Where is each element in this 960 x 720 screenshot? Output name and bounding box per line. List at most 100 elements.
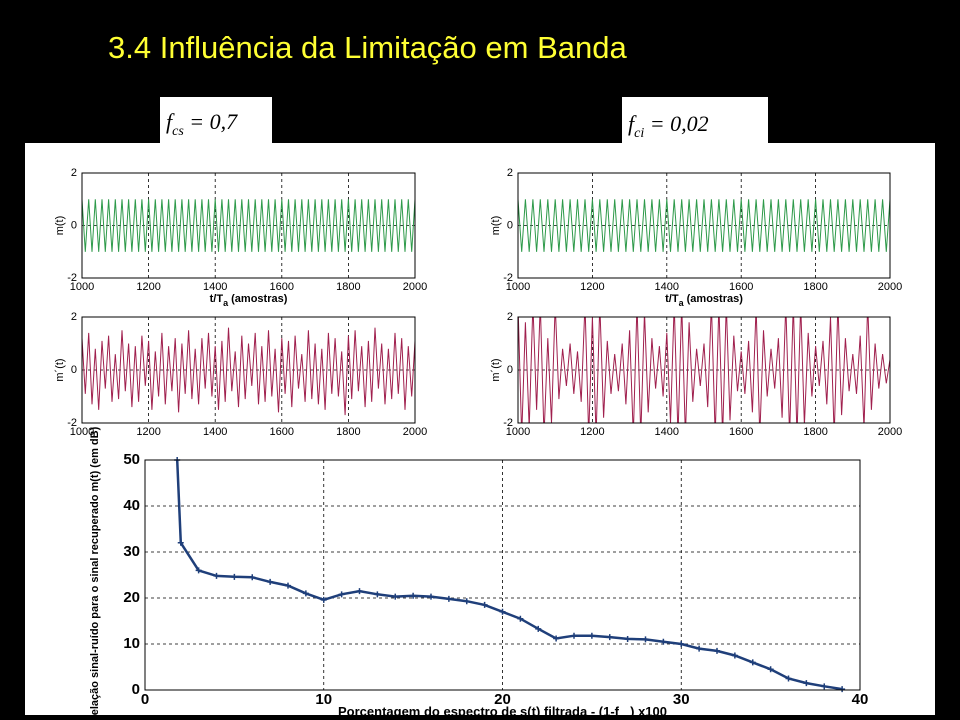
- y-tick-label: 0: [507, 364, 513, 376]
- y-tick-label: 0: [507, 219, 513, 231]
- x-axis-label-part: cs: [619, 713, 631, 720]
- data-line: [82, 327, 415, 416]
- x-tick-label: 2000: [403, 281, 427, 293]
- marker: [517, 615, 524, 622]
- y-tick-label: 50: [123, 451, 140, 468]
- marker: [231, 573, 238, 580]
- annotation-part: f: [166, 109, 175, 134]
- axes-frame: [81, 172, 416, 279]
- marker: [678, 641, 685, 647]
- marker: [785, 675, 792, 682]
- y-tick-label: 2: [71, 311, 77, 323]
- marker: [553, 635, 560, 642]
- x-axis-label-part: ) x100: [630, 704, 667, 719]
- marker: [195, 567, 202, 574]
- y-tick-label: 20: [123, 589, 140, 606]
- x-axis-label-part: (amostras): [228, 293, 288, 305]
- annotation: fcs = 0,7: [166, 109, 238, 139]
- axes-frame: [517, 316, 891, 424]
- axes-frame: [144, 459, 861, 691]
- y-tick-label: 2: [507, 311, 513, 323]
- marker: [803, 680, 810, 687]
- x-tick-label: 1000: [506, 426, 530, 438]
- axes-frame: [81, 316, 416, 424]
- y-axis-label: Relação sinal-ruído para o sinal recuper…: [89, 426, 101, 720]
- label-box: [622, 97, 768, 149]
- x-axis-label-part: t/T: [665, 293, 679, 305]
- marker: [249, 574, 256, 581]
- x-tick-label: 1800: [336, 426, 360, 438]
- marker: [535, 625, 542, 632]
- x-tick-label: 1000: [70, 426, 94, 438]
- y-tick-label: -2: [67, 272, 77, 284]
- x-tick-label: 1600: [270, 426, 294, 438]
- x-axis-label: Porcentagem do espectro de s(t) filtrada…: [338, 704, 667, 720]
- annotation: fci = 0,02: [628, 111, 709, 141]
- y-tick-label: -2: [67, 417, 77, 429]
- y-tick-label: 30: [123, 543, 140, 560]
- x-axis-label-part: (amostras): [684, 293, 744, 305]
- marker: [839, 686, 846, 693]
- x-axis-label-part: t/T: [210, 293, 224, 305]
- x-tick-label: 1800: [803, 281, 827, 293]
- marker: [338, 591, 345, 598]
- data-line: [518, 317, 890, 423]
- x-tick-label: 10: [315, 691, 332, 708]
- marker: [285, 582, 291, 589]
- y-tick-label: -2: [503, 272, 513, 284]
- y-tick-label: 40: [123, 497, 140, 514]
- marker: [177, 539, 184, 546]
- annotation-part: = 0,02: [644, 111, 708, 136]
- marker: [445, 595, 452, 602]
- data-line: [518, 199, 890, 252]
- x-tick-label: 1400: [655, 281, 679, 293]
- marker: [302, 590, 309, 597]
- marker: [213, 572, 220, 579]
- marker: [731, 652, 738, 659]
- marker: [749, 659, 756, 666]
- x-tick-label: 1200: [580, 426, 604, 438]
- x-tick-label: 1200: [580, 281, 604, 293]
- marker: [410, 592, 417, 599]
- x-tick-label: 0: [141, 691, 149, 708]
- x-tick-label: 1000: [506, 281, 530, 293]
- x-tick-label: 30: [673, 691, 690, 708]
- y-tick-label: -2: [503, 417, 513, 429]
- x-tick-label: 1200: [136, 281, 160, 293]
- x-tick-label: 1800: [336, 281, 360, 293]
- x-axis-label-part: a: [679, 298, 685, 308]
- marker: [606, 634, 613, 641]
- axes-frame: [517, 172, 891, 279]
- x-axis-label-part: a: [223, 298, 229, 308]
- x-tick-label: 1400: [203, 281, 227, 293]
- marker: [499, 608, 506, 615]
- marker: [767, 666, 774, 673]
- marker: [463, 598, 470, 605]
- y-axis-label: m(t): [54, 216, 66, 236]
- marker: [696, 645, 703, 652]
- x-tick-label: 1600: [729, 281, 753, 293]
- y-tick-label: 2: [507, 167, 513, 179]
- x-tick-label: 1800: [803, 426, 827, 438]
- marker: [481, 601, 488, 608]
- y-tick-label: 0: [71, 219, 77, 231]
- x-tick-label: 1600: [270, 281, 294, 293]
- marker: [714, 647, 720, 654]
- y-axis-label: m´(t): [490, 358, 502, 381]
- marker: [571, 632, 577, 639]
- y-tick-label: 2: [71, 167, 77, 179]
- marker: [588, 632, 595, 639]
- x-axis-label: t/Ta (amostras): [665, 293, 743, 308]
- annotation-part: ci: [634, 126, 644, 141]
- marker: [624, 635, 631, 642]
- marker: [374, 591, 381, 598]
- marker: [428, 593, 434, 600]
- marker: [821, 683, 828, 690]
- y-axis-label: m(t): [490, 216, 502, 236]
- y-axis-label: m´(t): [54, 358, 66, 381]
- marker: [356, 588, 363, 595]
- annotation-part: f: [628, 111, 637, 136]
- x-tick-label: 1000: [70, 281, 94, 293]
- x-tick-label: 40: [852, 691, 869, 708]
